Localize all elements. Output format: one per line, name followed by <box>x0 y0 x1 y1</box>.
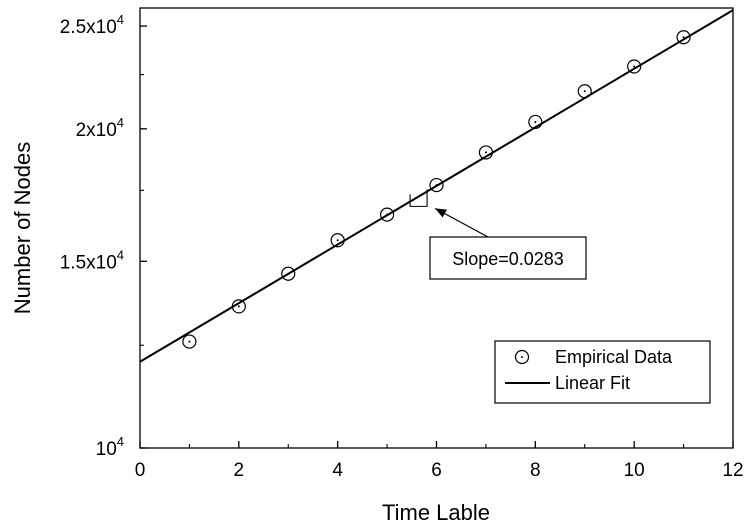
data-point <box>676 30 691 45</box>
data-point <box>330 233 345 248</box>
data-point <box>577 84 592 99</box>
annotation-box <box>429 236 587 280</box>
slope-annotation: Slope=0.0283 <box>409 189 587 280</box>
legend-entry-fit: Linear Fit <box>505 373 630 393</box>
x-tick-label: 8 <box>530 460 541 481</box>
legend-marker-circle <box>514 349 530 365</box>
y-axis-label: Number of Nodes <box>10 142 35 314</box>
legend: Empirical Data Linear Fit <box>494 340 711 404</box>
y-axis-ticks: 104 1.5x104 2x104 2.5x104 <box>60 12 147 460</box>
y-tick-label: 104 <box>96 434 124 460</box>
x-tick-label: 2 <box>234 460 245 481</box>
data-point <box>231 299 246 314</box>
slope-triangle <box>409 189 428 207</box>
x-tick-label: 6 <box>431 460 442 481</box>
y-tick-label: 2.5x104 <box>60 12 124 38</box>
data-point <box>429 177 444 193</box>
x-tick-label: 0 <box>135 460 146 481</box>
legend-box <box>494 340 711 404</box>
x-tick-label: 10 <box>624 460 645 481</box>
x-axis-label: Time Lable <box>382 500 490 525</box>
annotation-text: Slope=0.0283 <box>452 249 564 269</box>
annotation-arrowhead <box>435 208 447 218</box>
legend-label-fit: Linear Fit <box>555 373 630 393</box>
legend-label-empirical: Empirical Data <box>555 347 673 367</box>
y-tick-label: 1.5x104 <box>60 247 124 273</box>
x-tick-label: 4 <box>332 460 343 481</box>
empirical-points-layer <box>182 30 691 349</box>
x-axis-ticks: 0 2 4 6 8 10 12 <box>135 441 744 481</box>
data-point <box>528 114 543 130</box>
x-tick-label: 12 <box>722 460 743 481</box>
data-point <box>627 59 642 74</box>
data-point <box>281 266 296 281</box>
legend-entry-empirical: Empirical Data <box>514 347 673 367</box>
data-point <box>379 207 395 222</box>
data-point <box>478 145 494 160</box>
y-tick-label: 2x104 <box>76 115 124 141</box>
data-point <box>182 334 197 349</box>
